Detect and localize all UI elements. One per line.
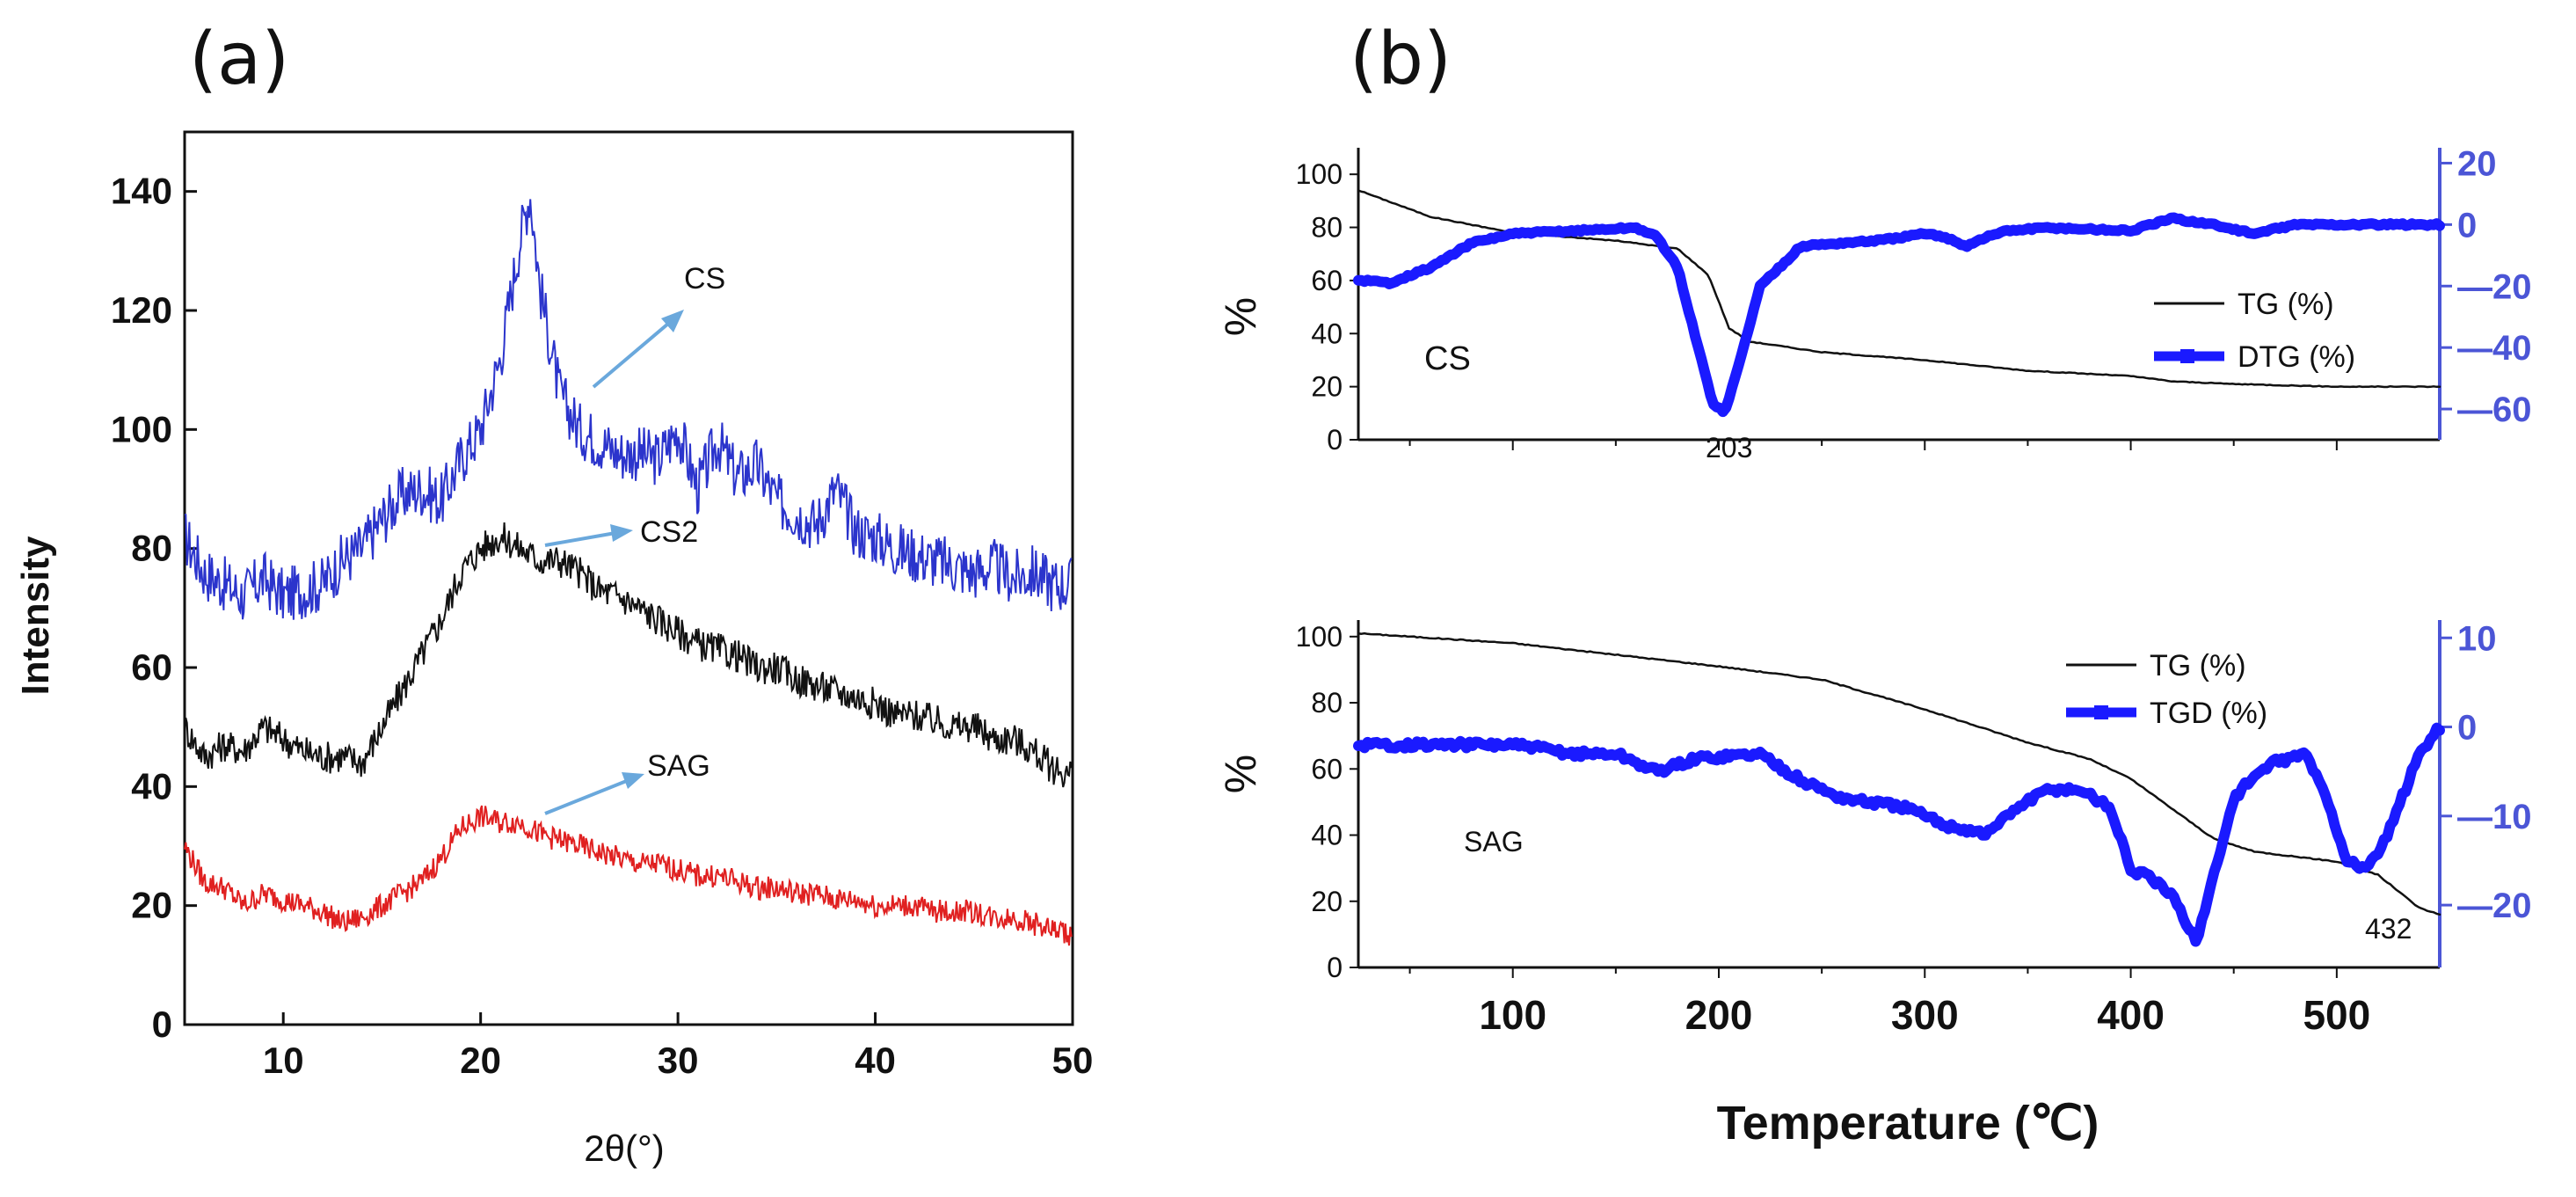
y-tick-label: 20: [1311, 371, 1343, 403]
x-tick-label: 200: [1685, 992, 1753, 1038]
x-tick-label: 40: [855, 1040, 896, 1081]
y-tick-label: 20: [1311, 886, 1343, 917]
b-bottom-peak-label: 432: [2365, 913, 2412, 945]
b-bottom-legend-tgd: TGD (%): [2150, 697, 2267, 730]
x-tick-label: 20: [460, 1040, 501, 1081]
x-tick-label: 10: [263, 1040, 304, 1081]
x-tick-label: 50: [1052, 1040, 1094, 1081]
cs-arrow-head: [661, 310, 684, 332]
cs-arrow: [592, 322, 670, 389]
y-tick-label: 80: [1311, 687, 1343, 719]
y-tick-label: 100: [111, 408, 172, 449]
y-tick-label: 60: [1311, 753, 1343, 785]
y-tick-label: 0: [1327, 952, 1343, 983]
series-cs2-line: [184, 522, 1073, 788]
y-tick-label: 60: [1311, 265, 1343, 296]
x-tick-label: 100: [1479, 992, 1546, 1038]
y-tick-label: 40: [1311, 820, 1343, 851]
cs2-arrow-head: [610, 524, 633, 542]
y-tick-label: 120: [111, 289, 172, 331]
x-tick-label: 400: [2097, 992, 2165, 1038]
x-tick-label: 500: [2303, 992, 2370, 1038]
b-bottom-y-ticks: 0 20 40 60 80 100: [1296, 621, 1358, 983]
series-tg-line: [1357, 631, 2441, 916]
y-tick-label: 80: [131, 528, 172, 569]
b-bottom-series-label: SAG: [1464, 826, 1524, 858]
series-sag-line: [184, 805, 1073, 946]
panel-a-x-ticks: 10 20 30 40 50: [263, 1012, 1093, 1081]
b-bottom-x-ticks: 100 200 300 400 500: [1408, 967, 2370, 1038]
y-tick-label: 100: [1296, 158, 1343, 190]
x-tick-label: 30: [658, 1040, 699, 1081]
b-top-series: [1353, 189, 2445, 418]
b-top-legend-dtg-marker: [2180, 349, 2194, 363]
y2-tick-label: 10: [2457, 619, 2497, 658]
y-tick-label: 40: [1311, 317, 1343, 349]
panel-b-bottom-chart: 0 20 40 60 80 100 —20 —10 0 10 100 200 300 400 500 %…: [1216, 619, 2532, 1038]
panel-b-top-chart: 0 20 40 60 80 100 —60 —40 —20 0 20 % CS 203 TG (%…: [1216, 144, 2532, 463]
b-top-peak-label: 203: [1706, 432, 1752, 463]
y2-tick-label: 0: [2457, 206, 2477, 245]
y-tick-label: 140: [111, 171, 172, 212]
panel-a-frame: [183, 130, 1074, 1026]
b-top-legend-tg: TG (%): [2238, 288, 2334, 321]
series-tgd-line: [1353, 722, 2445, 947]
b-top-series-label: CS: [1424, 340, 1471, 377]
panel-b-label: (b): [1350, 18, 1452, 101]
b-top-y-ticks: 0 20 40 60 80 100: [1296, 158, 1358, 456]
y2-tick-label: —60: [2457, 390, 2532, 429]
b-bottom-y2-ticks: —20 —10 0 10: [2440, 619, 2532, 925]
b-top-y-axis-title: %: [1216, 297, 1265, 336]
panel-a-y-axis-title: Intensity: [14, 536, 57, 695]
b-bottom-series: [1353, 631, 2445, 947]
y-tick-label: 100: [1296, 621, 1343, 653]
panel-a-series: [184, 199, 1073, 946]
b-bottom-y-axis-title: %: [1216, 755, 1265, 793]
series-cs-line: [184, 199, 1073, 620]
panel-a-x-axis-title: 2θ(°): [584, 1128, 665, 1169]
b-top-legend-dtg: DTG (%): [2238, 340, 2355, 374]
panel-a-y-ticks: 0 20 40 60 80 100 120 140: [111, 171, 197, 1045]
b-top-x-ticks: [1408, 440, 2338, 450]
cs-annotation: CS: [684, 262, 725, 296]
b-bottom-legend-tg: TG (%): [2150, 649, 2246, 682]
y-tick-label: 80: [1311, 212, 1343, 244]
x-tick-label: 300: [1891, 992, 1959, 1038]
y2-tick-label: —20: [2457, 887, 2532, 925]
y2-tick-label: —20: [2457, 267, 2532, 306]
y2-tick-label: 20: [2457, 144, 2497, 183]
y-tick-label: 20: [131, 885, 172, 926]
series-dtg-line: [1353, 212, 2445, 418]
panel-a-label: (a): [189, 18, 289, 101]
cs2-arrow: [544, 531, 616, 547]
y2-tick-label: —40: [2457, 329, 2532, 368]
panel-b-x-axis-title: Temperature (℃): [1717, 1097, 2099, 1150]
sag-arrow: [544, 778, 629, 815]
y2-tick-label: 0: [2457, 709, 2477, 748]
y-tick-label: 60: [131, 646, 172, 688]
sag-annotation: SAG: [647, 749, 710, 783]
y-tick-label: 0: [152, 1004, 172, 1045]
y2-tick-label: —10: [2457, 798, 2532, 836]
cs2-annotation: CS2: [640, 515, 698, 549]
y-tick-label: 40: [131, 765, 172, 807]
b-top-y2-ticks: —60 —40 —20 0 20: [2440, 144, 2532, 429]
y-tick-label: 0: [1327, 424, 1343, 456]
b-bottom-legend-tgd-marker: [2094, 705, 2108, 719]
sag-arrow-head: [622, 772, 644, 789]
